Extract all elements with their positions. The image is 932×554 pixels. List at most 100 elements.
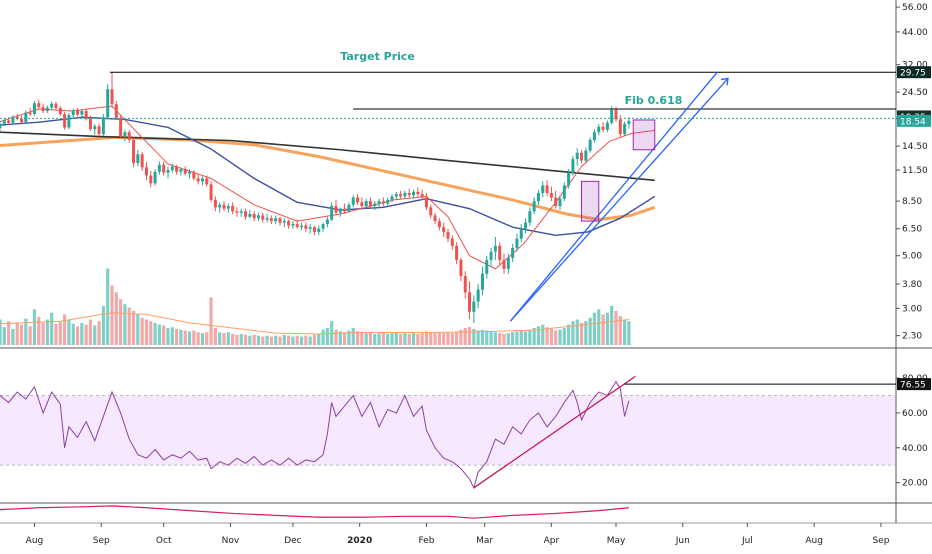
candle-body <box>282 221 286 223</box>
candle-body <box>511 247 515 258</box>
volume-bar <box>256 335 261 345</box>
volume-bar <box>274 335 278 345</box>
volume-bar <box>592 312 597 345</box>
candle-body <box>381 201 385 204</box>
volume-bar <box>15 322 19 345</box>
volume-bar <box>506 333 510 345</box>
volume-bar <box>157 324 161 345</box>
candle-body <box>463 276 467 293</box>
volume-bar <box>364 333 368 345</box>
candle-body <box>84 111 88 119</box>
candle-body <box>442 227 446 232</box>
volume-bar <box>282 334 286 345</box>
candle-body <box>515 238 519 248</box>
volume-bar <box>558 329 562 345</box>
volume-bar <box>2 327 6 345</box>
volume-bar <box>175 328 179 345</box>
candle-body <box>360 202 364 207</box>
time-tick-label: Mar <box>476 536 493 546</box>
rsi-tick-label: 20.00 <box>902 479 928 489</box>
volume-bar <box>231 333 235 345</box>
volume-bar <box>623 319 627 345</box>
candle-body <box>265 218 269 220</box>
candle-body <box>627 120 631 124</box>
volume-bar <box>597 309 601 345</box>
candle-body <box>252 213 256 219</box>
volume-bar <box>437 332 441 345</box>
candle-body <box>54 103 58 109</box>
volume-bar <box>343 332 347 345</box>
volume-bar <box>261 336 265 345</box>
ma-black-line <box>0 131 655 182</box>
volume-bar <box>627 321 631 345</box>
volume-bar <box>136 314 140 345</box>
price-tick-label: 5.00 <box>902 252 922 262</box>
candle-body <box>403 192 407 197</box>
volume-bar <box>265 335 269 345</box>
volume-bar <box>528 329 532 345</box>
time-tick-label: Aug <box>805 536 823 546</box>
candle-body <box>80 111 84 115</box>
volume-bar <box>386 333 390 345</box>
time-tick-label: Nov <box>222 536 240 546</box>
volume-bar <box>269 336 273 345</box>
volume-bar <box>442 333 446 345</box>
candle-body <box>188 171 192 174</box>
candle-body <box>472 301 476 312</box>
volume-bar <box>0 319 2 345</box>
volume-bar <box>278 336 282 345</box>
candle-body <box>41 107 45 112</box>
volume-bar <box>32 309 37 345</box>
candle-body <box>506 257 510 269</box>
time-tick-label: Jun <box>675 536 690 546</box>
candle-body <box>153 171 157 184</box>
candle-body <box>101 117 105 135</box>
volume-bar <box>75 326 80 345</box>
volume-bar <box>317 333 321 345</box>
volume-bar <box>58 322 62 345</box>
candle-body <box>532 201 536 212</box>
candle-body <box>524 222 528 229</box>
candle-body <box>45 107 49 112</box>
volume-bar <box>299 336 304 345</box>
volume-bar <box>88 319 93 345</box>
candle-body <box>536 192 540 202</box>
volume-bar <box>511 332 515 345</box>
volume-bar <box>252 334 256 345</box>
volume-bar <box>545 327 549 345</box>
candle-body <box>351 197 355 205</box>
volume-bar <box>200 333 205 345</box>
candle-body <box>28 112 32 115</box>
volume-bar <box>19 324 24 345</box>
candle-body <box>226 206 230 209</box>
price-tag <box>897 114 931 127</box>
volume-bar <box>485 330 489 345</box>
volume-bar <box>446 332 450 345</box>
candle-body <box>11 116 15 123</box>
candle-body <box>119 117 123 137</box>
candle-body <box>231 206 235 212</box>
volume-bar <box>123 304 127 345</box>
candle-body <box>610 110 614 123</box>
candle-body <box>127 132 131 140</box>
volume-bar <box>476 330 480 345</box>
volume-bar <box>127 307 131 345</box>
candle-body <box>468 292 472 312</box>
candle-body <box>140 154 144 168</box>
price-tick-label: 32.00 <box>902 61 928 71</box>
candle-body <box>213 199 217 208</box>
candle-body <box>325 219 329 225</box>
volume-bar <box>541 324 545 345</box>
volume-bar <box>523 331 528 345</box>
candle-body <box>244 211 248 217</box>
candle-body <box>455 245 459 260</box>
volume-bar <box>226 332 230 345</box>
candle-body <box>300 225 304 228</box>
volume-bar <box>450 333 454 345</box>
volume-bar <box>575 319 579 345</box>
time-tick-label: Dec <box>284 536 301 546</box>
volume-bar <box>45 319 49 345</box>
volume-bar <box>166 328 170 345</box>
volume-bar <box>459 329 463 345</box>
